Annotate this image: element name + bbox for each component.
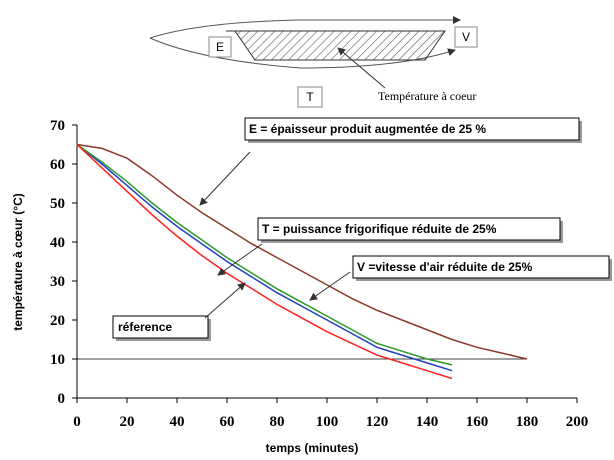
x-tick-label: 140: [416, 414, 439, 430]
x-tick-label: 200: [566, 414, 589, 430]
box-t: [297, 86, 323, 108]
annotation-ref: réference: [118, 320, 172, 334]
annotation-v: V =vitesse d'air réduite de 25%: [357, 260, 533, 274]
arrow: [204, 282, 246, 319]
series-line: [76, 143, 453, 366]
diagram: E V T Température à coeur: [149, 16, 478, 108]
arrow: [217, 243, 263, 276]
label-v: V: [462, 30, 470, 44]
annotation-box: [257, 217, 561, 241]
y-tick-label: 20: [50, 313, 65, 329]
x-tick-label: 0: [73, 414, 81, 430]
x-tick-label: 40: [170, 414, 185, 430]
annotations: E = épaisseur produit augmentée de 25 % …: [112, 117, 612, 341]
series-line: [76, 143, 528, 360]
label-t: T: [306, 90, 314, 104]
annotation-box: [244, 117, 580, 141]
x-tick-label: 60: [220, 414, 235, 430]
caption: Température à coeur: [378, 89, 476, 103]
x-tick-label: 20: [120, 414, 135, 430]
annotation-box: [352, 255, 610, 279]
y-tick-label: 30: [50, 274, 65, 290]
x-tick-label: 100: [316, 414, 339, 430]
y-tick-label: 10: [50, 352, 65, 368]
annotation-e: E = épaisseur produit augmentée de 25 %: [249, 122, 486, 136]
annotation-box: [112, 315, 209, 339]
y-tick-label: 40: [50, 235, 65, 251]
x-tick-label: 180: [516, 414, 539, 430]
y-tick-label: 50: [50, 196, 65, 212]
box-v: [454, 26, 478, 48]
x-axis-title: temps (minutes): [266, 441, 359, 455]
caption-arrow: [337, 47, 386, 89]
airflow-top: [149, 16, 461, 39]
x-tick-label: 80: [270, 414, 285, 430]
y-tick-label: 0: [58, 391, 66, 407]
y-tick-label: 70: [50, 118, 65, 134]
arrow: [199, 151, 251, 206]
series-line: [76, 143, 453, 380]
arrow: [309, 271, 351, 301]
x-tick-label: 160: [466, 414, 489, 430]
box-e: [208, 36, 232, 58]
annotation-t: T = puissance frigorifique réduite de 25…: [262, 222, 497, 236]
x-tick-label: 120: [366, 414, 389, 430]
product: [234, 30, 446, 61]
y-tick-label: 60: [50, 157, 65, 173]
label-e: E: [216, 40, 224, 54]
y-axis-title: température à cœur (°C): [11, 193, 25, 331]
series-line: [76, 143, 453, 372]
